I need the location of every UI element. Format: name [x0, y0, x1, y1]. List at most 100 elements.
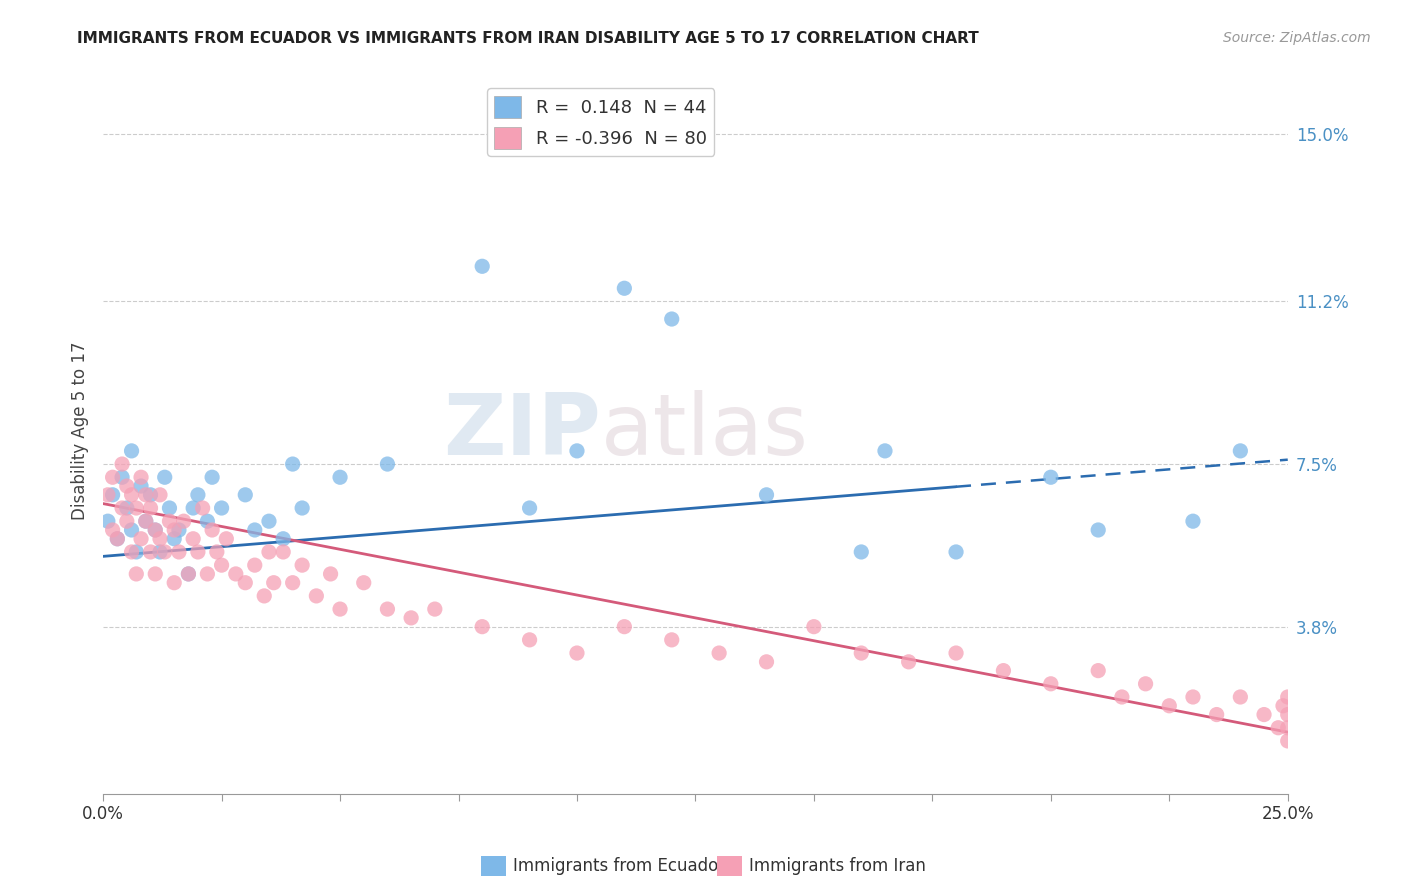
Point [1181, 514, 1204, 528]
Point [291, 558, 314, 573]
Point [159, 514, 181, 528]
Point [201, 470, 224, 484]
Point [105, 532, 128, 546]
Point [851, 646, 873, 660]
Point [399, 611, 422, 625]
Point [121, 488, 143, 502]
Point [353, 575, 375, 590]
Point [755, 655, 778, 669]
Point [129, 532, 152, 546]
Point [111, 501, 134, 516]
Point [153, 545, 176, 559]
Point [115, 479, 138, 493]
Point [139, 501, 162, 516]
Point [163, 575, 186, 590]
Point [377, 602, 399, 616]
Point [233, 488, 256, 502]
Point [101, 470, 124, 484]
Point [1277, 734, 1299, 748]
Point [305, 589, 328, 603]
Point [115, 501, 138, 516]
Point [163, 532, 186, 546]
Point [377, 457, 399, 471]
Point [173, 514, 195, 528]
Point [993, 664, 1015, 678]
Point [281, 457, 304, 471]
Point [1039, 470, 1062, 484]
Point [121, 443, 143, 458]
Point [945, 646, 967, 660]
Point [143, 523, 166, 537]
Point [125, 501, 148, 516]
Point [1205, 707, 1227, 722]
Text: IMMIGRANTS FROM ECUADOR VS IMMIGRANTS FROM IRAN DISABILITY AGE 5 TO 17 CORRELATI: IMMIGRANTS FROM ECUADOR VS IMMIGRANTS FR… [77, 31, 979, 46]
Point [191, 501, 214, 516]
Point [271, 545, 294, 559]
Point [233, 575, 256, 590]
Text: Immigrants from Iran: Immigrants from Iran [749, 857, 927, 875]
Point [423, 602, 446, 616]
Point [201, 523, 224, 537]
Point [1277, 707, 1299, 722]
Point [873, 443, 896, 458]
Point [215, 532, 238, 546]
Point [613, 620, 636, 634]
Point [149, 545, 172, 559]
Point [243, 523, 266, 537]
Point [115, 514, 138, 528]
Point [97, 514, 120, 528]
Point [143, 523, 166, 537]
Point [101, 488, 124, 502]
Point [195, 514, 218, 528]
Point [125, 566, 148, 581]
Point [253, 589, 276, 603]
Point [257, 514, 280, 528]
Point [565, 646, 588, 660]
Point [755, 488, 778, 502]
Point [1159, 698, 1181, 713]
Point [167, 523, 190, 537]
Point [1087, 523, 1109, 537]
Point [851, 545, 873, 559]
Text: ZIP: ZIP [443, 390, 600, 473]
Point [1229, 443, 1251, 458]
Point [101, 523, 124, 537]
Text: Source: ZipAtlas.com: Source: ZipAtlas.com [1223, 31, 1371, 45]
Point [1229, 690, 1251, 704]
Point [139, 545, 162, 559]
Point [125, 545, 148, 559]
Point [187, 488, 209, 502]
Point [271, 532, 294, 546]
Legend: R =  0.148  N = 44, R = -0.396  N = 80: R = 0.148 N = 44, R = -0.396 N = 80 [486, 88, 714, 156]
Point [177, 566, 200, 581]
Point [111, 470, 134, 484]
Point [139, 488, 162, 502]
Point [187, 545, 209, 559]
Point [471, 620, 494, 634]
Point [519, 632, 541, 647]
Point [707, 646, 730, 660]
Point [319, 566, 342, 581]
Point [897, 655, 920, 669]
Point [263, 575, 285, 590]
Point [149, 532, 172, 546]
Text: atlas: atlas [600, 390, 808, 473]
Point [121, 523, 143, 537]
Point [153, 470, 176, 484]
Point [177, 566, 200, 581]
Point [257, 545, 280, 559]
Point [159, 501, 181, 516]
Point [163, 523, 186, 537]
Point [329, 602, 352, 616]
Point [1277, 690, 1299, 704]
Point [291, 501, 314, 516]
Point [1253, 707, 1275, 722]
Point [565, 443, 588, 458]
Point [211, 501, 233, 516]
Text: Immigrants from Ecuador: Immigrants from Ecuador [513, 857, 725, 875]
Point [1181, 690, 1204, 704]
Point [945, 545, 967, 559]
Point [181, 532, 204, 546]
Point [97, 488, 120, 502]
Point [181, 501, 204, 516]
